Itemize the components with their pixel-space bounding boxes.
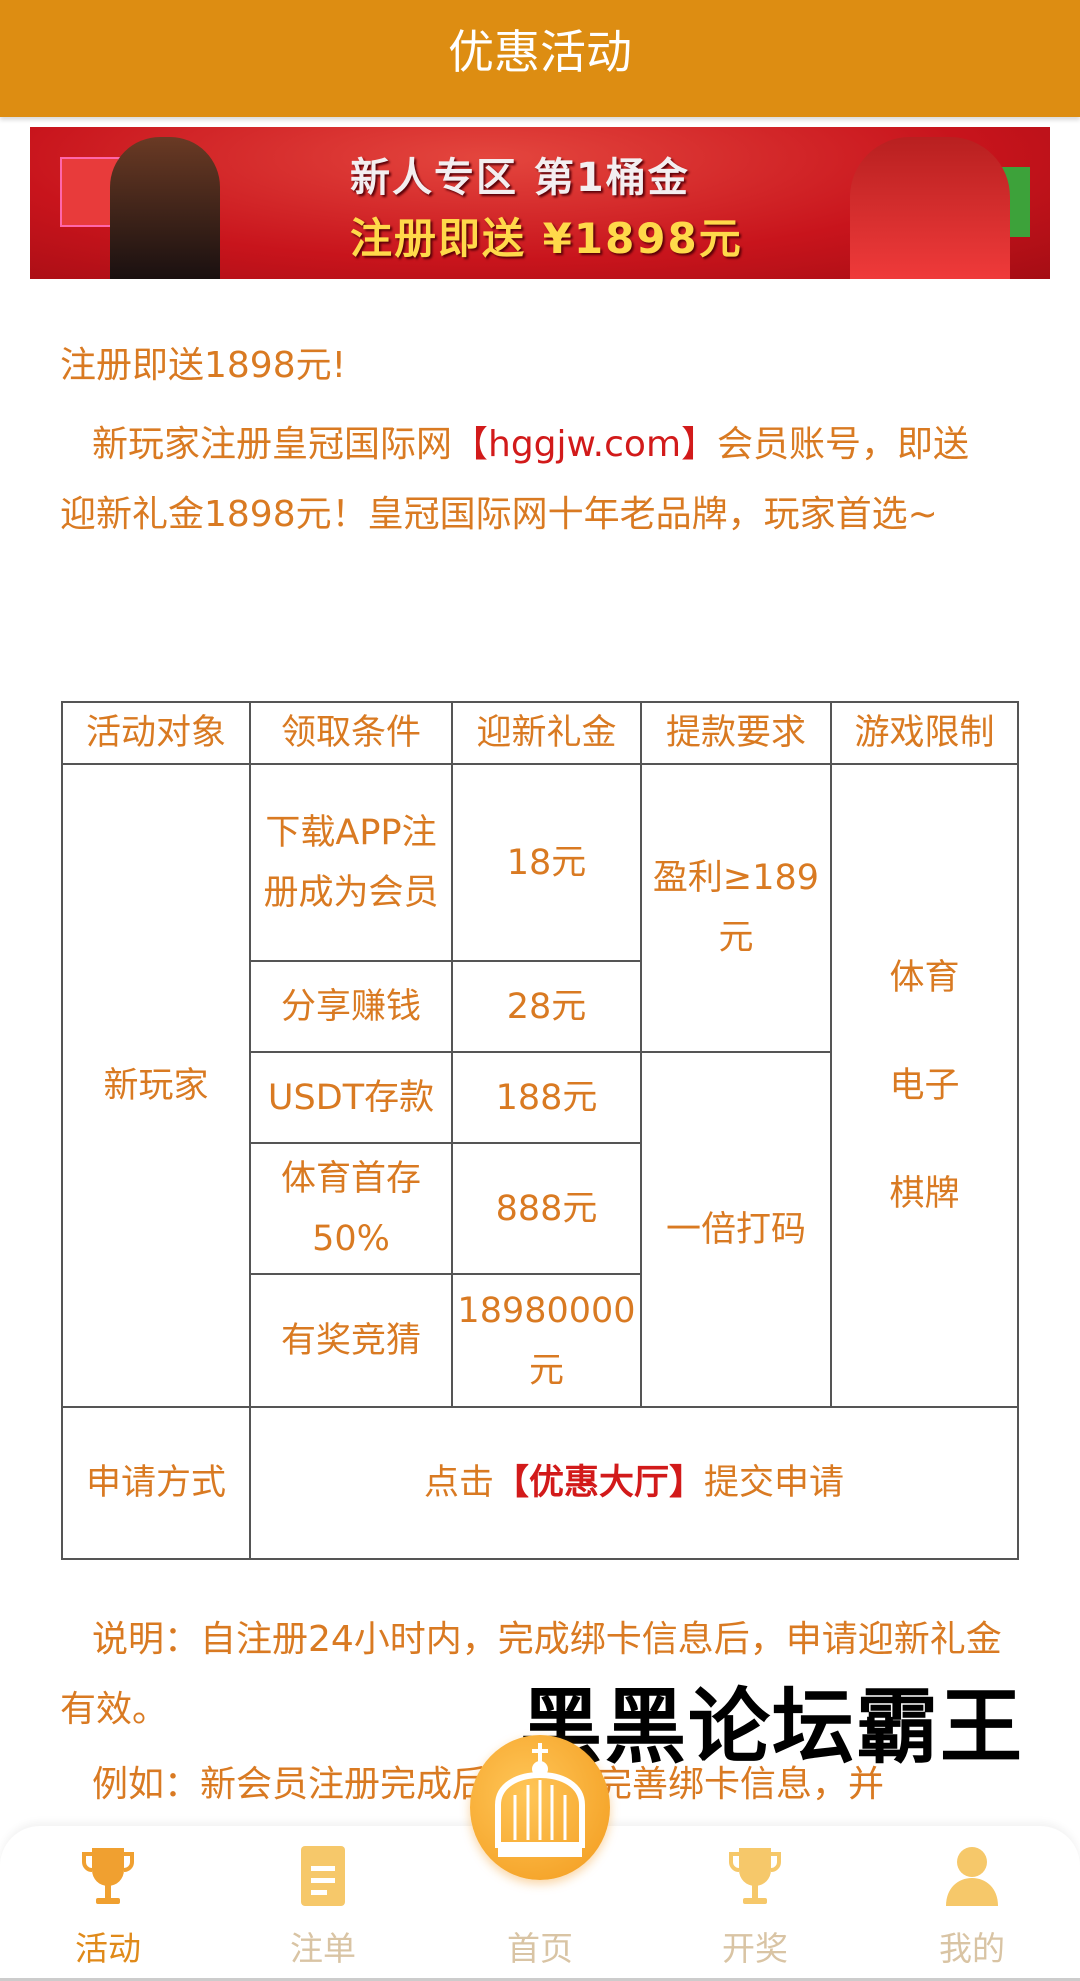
desc-text: 会员账号，即送迎新礼金1898元！皇冠国际网十年老品牌，玩家首选~ (60, 424, 970, 535)
apply-text: 点击 (423, 1463, 494, 1503)
apply-method: 点击【优惠大厅】提交申请 (249, 1406, 1019, 1560)
games-cell: 体育 电子 棋牌 (830, 763, 1019, 1408)
condition-cell: 体育首存50% (249, 1142, 453, 1275)
bonus-cell: 188元 (451, 1051, 642, 1144)
trophy-icon (729, 1848, 781, 1904)
withdraw-cell: 盈利≥189元 (640, 763, 832, 1053)
promo-hall-link[interactable]: 【优惠大厅】 (493, 1463, 704, 1503)
nav-label: 首页 (507, 1929, 573, 1968)
col-header: 提款要求 (640, 701, 832, 765)
nav-mine[interactable]: 我的 (897, 1826, 1047, 1976)
nav-label: 开奖 (722, 1929, 788, 1968)
trophy-icon (82, 1848, 134, 1904)
bonus-cell: 18元 (451, 763, 642, 962)
condition-cell: USDT存款 (249, 1051, 453, 1144)
nav-bets[interactable]: 注单 (248, 1826, 398, 1976)
model-image (110, 137, 220, 279)
promo-table: 活动对象 领取条件 迎新礼金 提款要求 游戏限制 新玩家 下载APP注册成为会员… (61, 701, 1019, 1560)
apply-label: 申请方式 (61, 1406, 251, 1560)
site-link[interactable]: 【hggjw.com】 (452, 424, 718, 465)
bonus-cell: 888元 (451, 1142, 642, 1275)
promo-title: 注册即送1898元! (60, 345, 347, 386)
game-label: 电子 (889, 1065, 960, 1106)
withdraw-cell: 一倍打码 (640, 1051, 832, 1408)
crown-icon (495, 1743, 585, 1857)
promo-banner[interactable]: 新人专区 第1桶金 注册即送 ¥1898元 (30, 127, 1050, 279)
col-header: 游戏限制 (830, 701, 1019, 765)
col-header: 活动对象 (61, 701, 251, 765)
players-image (850, 137, 1010, 279)
game-label: 体育 (889, 957, 960, 998)
note-text: 说明：自注册24小时内，完成绑卡信息后，申请迎新礼金有效。 (60, 1619, 1002, 1730)
bonus-cell: 18980000元 (451, 1273, 642, 1408)
desc-text: 新玩家注册皇冠国际网 (92, 424, 453, 465)
page-title: 优惠活动 (448, 25, 632, 79)
banner-line-2: 注册即送 ¥1898元 (350, 214, 743, 263)
promo-description: 新玩家注册皇冠国际网【hggjw.com】会员账号，即送迎新礼金1898元！皇冠… (60, 410, 990, 550)
apply-text: 提交申请 (704, 1463, 845, 1503)
game-label: 棋牌 (889, 1173, 960, 1214)
nav-label: 注单 (290, 1929, 356, 1968)
banner-line-1: 新人专区 第1桶金 (350, 155, 690, 201)
nav-activity[interactable]: 活动 (33, 1826, 183, 1976)
nav-results[interactable]: 开奖 (680, 1826, 830, 1976)
nav-home[interactable]: 首页 (465, 1826, 615, 1976)
ticket-icon (301, 1846, 345, 1906)
col-header: 领取条件 (249, 701, 453, 765)
condition-cell: 下载APP注册成为会员 (249, 763, 453, 962)
home-crown-button[interactable] (470, 1735, 610, 1880)
nav-label: 活动 (75, 1929, 141, 1968)
page-header: 优惠活动 (0, 0, 1080, 117)
condition-cell: 分享赚钱 (249, 960, 453, 1053)
nav-label: 我的 (939, 1929, 1005, 1968)
col-header: 迎新礼金 (451, 701, 642, 765)
bonus-cell: 28元 (451, 960, 642, 1053)
condition-cell: 有奖竞猜 (249, 1273, 453, 1408)
watermark: 黑黑论坛霸王 (520, 1679, 1025, 1775)
target-cell: 新玩家 (61, 763, 251, 1408)
user-icon (946, 1847, 998, 1906)
